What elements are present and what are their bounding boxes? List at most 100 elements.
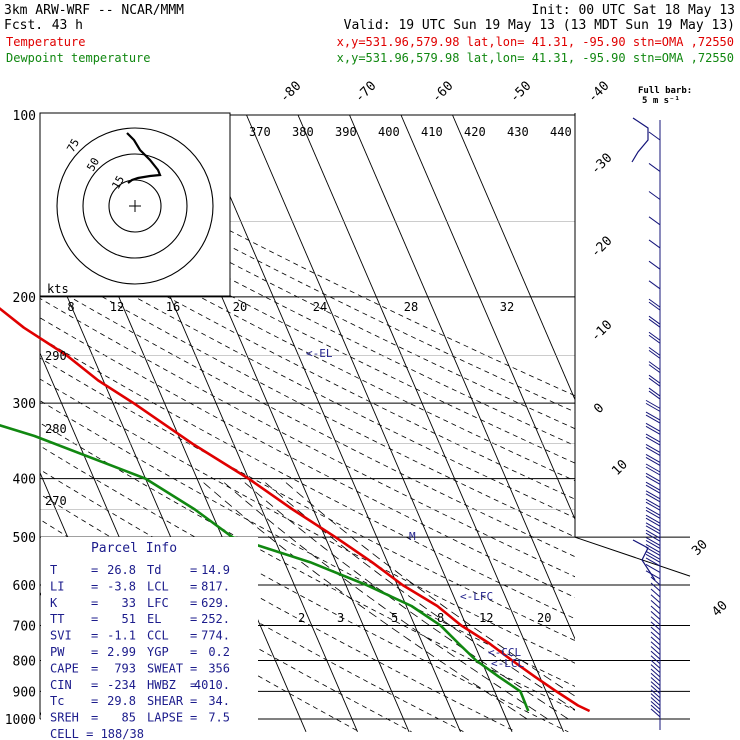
mixing-ratio-label: 12 bbox=[479, 611, 493, 625]
hodograph-ring bbox=[82, 153, 188, 259]
moist-adiabat bbox=[281, 478, 575, 697]
pressure-tick-label: 500 bbox=[13, 531, 36, 546]
legend-temperature: Temperature bbox=[6, 35, 85, 49]
wind-barb bbox=[648, 315, 661, 325]
adiabat-side-label: 270 bbox=[45, 494, 67, 508]
speed-tick-label: 8 bbox=[67, 300, 74, 314]
wind-barb bbox=[650, 605, 661, 615]
wind-barb bbox=[645, 498, 661, 508]
wind-barb bbox=[650, 668, 661, 678]
wind-barb bbox=[650, 659, 661, 669]
parcel-row-label: SHEAR bbox=[147, 694, 184, 708]
adiabat-tick-label: 370 bbox=[249, 125, 271, 139]
adiabat-tick-label: 400 bbox=[378, 125, 400, 139]
parcel-row-value: 0.2 bbox=[208, 645, 230, 659]
wind-barb bbox=[648, 331, 661, 341]
isotherm-tick-label: -10 bbox=[588, 318, 615, 345]
parcel-row-equals: = bbox=[190, 645, 197, 659]
isotherm-line bbox=[194, 114, 461, 732]
parcel-row-label: T bbox=[50, 563, 57, 577]
forecast-hours: 43 h bbox=[52, 18, 83, 33]
parcel-row-equals: = bbox=[91, 645, 98, 659]
dry-adiabat bbox=[40, 400, 575, 687]
isotherm-line bbox=[349, 114, 575, 640]
wind-barb bbox=[645, 564, 661, 573]
parcel-row-equals: = bbox=[190, 694, 197, 708]
wind-barb bbox=[650, 693, 661, 703]
forecast-label: Fcst. bbox=[4, 18, 43, 33]
parcel-row-label: EL bbox=[147, 612, 161, 626]
parcel-row-value: 252. bbox=[201, 612, 230, 626]
parcel-row-label: CCL bbox=[147, 629, 169, 643]
parcel-row-label: YGP bbox=[147, 645, 169, 659]
wind-barb bbox=[645, 547, 661, 556]
wind-barb bbox=[650, 641, 661, 651]
parcel-row-equals: = bbox=[190, 661, 197, 675]
temperature-line bbox=[0, 307, 591, 713]
speed-tick-label: 28 bbox=[404, 300, 418, 314]
wind-barb bbox=[650, 650, 661, 660]
dry-adiabat bbox=[40, 128, 575, 397]
wind-barb bbox=[645, 456, 661, 466]
isotherm-tick-label: 40 bbox=[709, 598, 731, 620]
wind-barb bbox=[645, 509, 661, 519]
parcel-row-value: 14.9 bbox=[201, 563, 230, 577]
wind-barb-mid bbox=[632, 539, 656, 581]
parcel-row-value: -3.8 bbox=[107, 579, 136, 593]
wind-barb bbox=[645, 537, 661, 546]
wind-barb bbox=[650, 576, 661, 586]
parcel-row-label: CIN bbox=[50, 678, 72, 692]
hodograph-trace bbox=[126, 132, 162, 184]
parcel-row-label: CAPE bbox=[50, 661, 79, 675]
isotherm-tick-label: -40 bbox=[585, 79, 612, 106]
wind-barb bbox=[645, 501, 661, 511]
parcel-row-value: 774. bbox=[201, 629, 230, 643]
parcel-row-label: Td bbox=[147, 563, 161, 577]
init-time: Init: 00 UTC Sat 18 May 13 bbox=[532, 3, 736, 18]
parcel-row-label: K bbox=[50, 596, 58, 610]
wind-barb bbox=[645, 525, 661, 535]
pressure-tick-label: 1000 bbox=[5, 713, 36, 728]
wind-barb bbox=[650, 701, 661, 710]
adiabat-side-label: 280 bbox=[45, 422, 67, 436]
wind-barb bbox=[650, 621, 661, 631]
wind-barb bbox=[645, 453, 661, 463]
dry-adiabat bbox=[40, 242, 575, 519]
wind-barb bbox=[648, 260, 661, 270]
wind-barb bbox=[650, 631, 661, 641]
isotherm-tick-label: -60 bbox=[429, 79, 456, 106]
wind-barb bbox=[645, 447, 661, 456]
parcel-row-value: 33 bbox=[122, 596, 136, 610]
wind-barb bbox=[650, 681, 661, 690]
parcel-row-value: -234 bbox=[107, 678, 136, 692]
dry-adiabat bbox=[40, 357, 575, 642]
parcel-info-panel: Parcel Info T = 26.8 Td = 14.9 LI = -3.8 LCL = 817. K… bbox=[41, 537, 258, 740]
barb-key-line2: 5 m s⁻¹ bbox=[642, 96, 680, 106]
parcel-level-marker: M bbox=[409, 530, 416, 543]
wind-barb bbox=[650, 588, 661, 598]
mixing-ratio-label: 3 bbox=[337, 611, 344, 625]
dry-adiabat bbox=[40, 337, 575, 620]
wind-barb bbox=[645, 422, 661, 432]
wind-barb bbox=[645, 463, 661, 473]
parcel-row-label: HWBZ bbox=[147, 678, 176, 692]
parcel-row-value: 34. bbox=[208, 694, 230, 708]
wind-barb bbox=[645, 522, 661, 532]
speed-tick-label: 24 bbox=[313, 300, 327, 314]
wind-barb bbox=[650, 626, 661, 636]
pressure-tick-label: 600 bbox=[13, 579, 36, 594]
parcel-row-equals: = bbox=[190, 629, 197, 643]
wind-barb bbox=[650, 582, 661, 592]
dry-adiabat bbox=[40, 225, 575, 500]
wind-barb bbox=[648, 239, 661, 249]
wind-barb bbox=[650, 664, 661, 674]
wind-barb bbox=[650, 689, 661, 699]
wind-barb bbox=[648, 280, 661, 290]
wind-barb bbox=[645, 529, 661, 539]
wind-barb bbox=[645, 544, 661, 553]
isotherm-tick-label: 10 bbox=[609, 457, 631, 479]
wind-barb bbox=[648, 361, 661, 371]
isotherm-tick-label: -70 bbox=[352, 79, 379, 106]
dry-adiabat bbox=[40, 317, 575, 598]
adiabat-tick-label: 440 bbox=[550, 125, 572, 139]
